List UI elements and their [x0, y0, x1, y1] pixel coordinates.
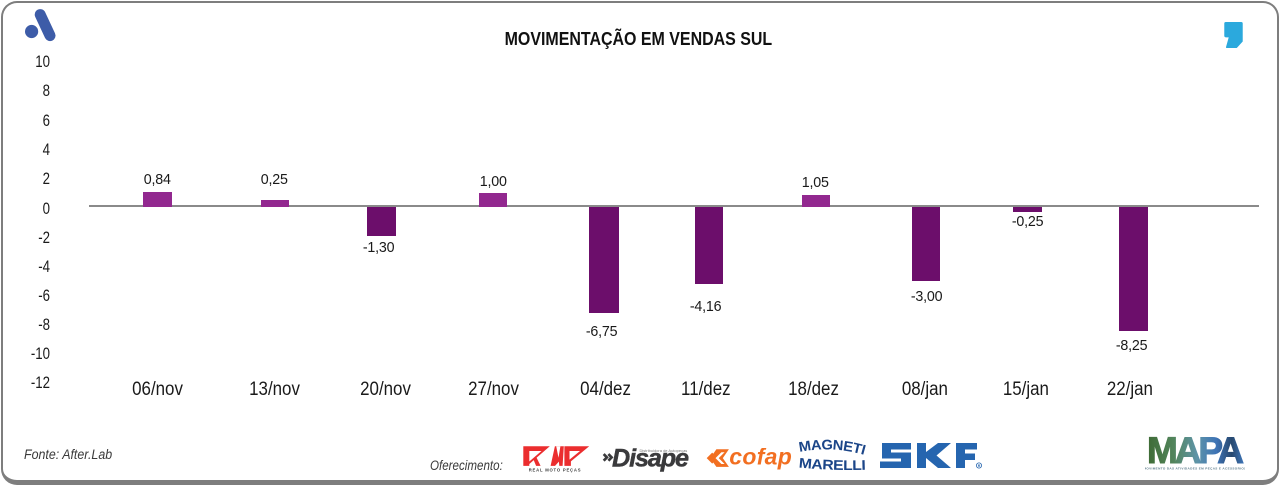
- svg-text:MAGNETI: MAGNETI: [798, 437, 867, 458]
- svg-text:MAPA: MAPA: [1147, 433, 1243, 471]
- svg-text:R: R: [978, 464, 981, 468]
- svg-text:MARELLI: MARELLI: [798, 455, 865, 473]
- svg-text:cofap: cofap: [729, 448, 792, 469]
- svg-text:MOVIMENTO DAS ATIVIDADES EM PE: MOVIMENTO DAS ATIVIDADES EM PEÇAS E ACES…: [1145, 466, 1245, 470]
- svg-text:Disape: Disape: [612, 445, 689, 473]
- svg-text:REAL MOTO PEÇAS: REAL MOTO PEÇAS: [529, 467, 582, 472]
- svg-text:Distribuidora de Autopeças: Distribuidora de Autopeças: [640, 448, 688, 453]
